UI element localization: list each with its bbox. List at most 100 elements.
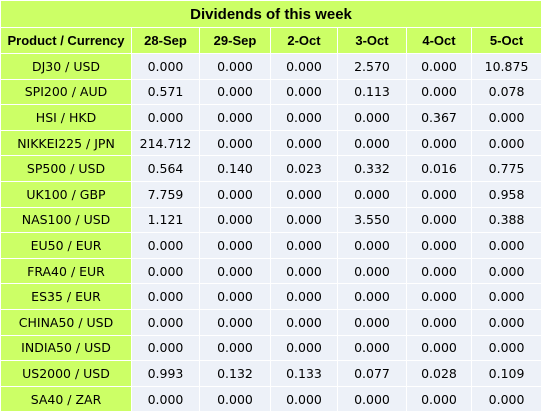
dividend-value-cell: 0.133	[270, 360, 338, 387]
product-cell: SPI200 / AUD	[0, 78, 132, 106]
table-title: Dividends of this week	[0, 0, 541, 28]
dividend-value-cell: 0.000	[270, 53, 338, 80]
dividend-value-cell: 0.000	[199, 104, 271, 131]
dividend-value-cell: 0.000	[199, 78, 271, 106]
header-row: Product / Currency 28-Sep 29-Sep 2-Oct 3…	[0, 27, 541, 54]
dividend-value-cell: 0.000	[270, 232, 338, 259]
dividend-value-cell: 0.775	[470, 155, 541, 182]
column-header-date: 4-Oct	[406, 27, 472, 54]
column-header-date: 2-Oct	[270, 27, 338, 54]
dividend-value-cell: 0.000	[337, 257, 407, 285]
dividend-value-cell: 2.570	[337, 53, 407, 80]
dividend-value-cell: 0.000	[270, 104, 338, 131]
dividend-value-cell: 0.000	[406, 180, 472, 208]
dividend-value-cell: 0.000	[199, 257, 271, 285]
column-header-product: Product / Currency	[0, 27, 132, 54]
product-cell: HSI / HKD	[0, 104, 132, 131]
dividend-value-cell: 0.000	[470, 104, 541, 131]
dividend-value-cell: 0.000	[406, 78, 472, 106]
table-row: SP500 / USD 0.564 0.140 0.023 0.332 0.016 0.77…	[0, 155, 541, 182]
dividend-value-cell: 0.000	[470, 308, 541, 336]
table-row: NIKKEI225 / JPN 214.712 0.000 0.000 0.000 0.0…	[0, 129, 541, 157]
dividend-value-cell: 0.000	[199, 385, 271, 413]
dividend-value-cell: 0.000	[270, 180, 338, 208]
dividend-value-cell: 0.000	[199, 232, 271, 259]
table-row: DJ30 / USD 0.000 0.000 0.000 2.570 0.000 10.87…	[0, 53, 541, 80]
dividend-value-cell: 0.000	[270, 78, 338, 106]
table-row: EU50 / EUR 0.000 0.000 0.000 0.000 0.000 0.000	[0, 232, 541, 259]
dividend-value-cell: 0.000	[337, 180, 407, 208]
dividend-value-cell: 0.000	[131, 334, 200, 362]
dividend-value-cell: 0.000	[406, 232, 472, 259]
dividend-value-cell: 0.000	[199, 53, 271, 80]
dividend-value-cell: 0.000	[337, 385, 407, 413]
dividend-value-cell: 0.000	[470, 334, 541, 362]
product-cell: CHINA50 / USD	[0, 308, 132, 336]
dividend-value-cell: 0.000	[131, 308, 200, 336]
dividend-value-cell: 10.875	[470, 53, 541, 80]
table-row: UK100 / GBP 7.759 0.000 0.000 0.000 0.000 0.95…	[0, 180, 541, 208]
product-cell: SA40 / ZAR	[0, 385, 132, 413]
dividend-value-cell: 0.993	[131, 360, 200, 387]
dividend-value-cell: 0.077	[337, 360, 407, 387]
product-cell: UK100 / GBP	[0, 180, 132, 208]
dividend-value-cell: 0.000	[270, 334, 338, 362]
dividend-value-cell: 0.388	[470, 206, 541, 234]
dividend-value-cell: 0.000	[406, 283, 472, 310]
table-body: DJ30 / USD 0.000 0.000 0.000 2.570 0.000 10.87…	[0, 53, 541, 413]
dividend-value-cell: 1.121	[131, 206, 200, 234]
dividend-value-cell: 0.000	[270, 129, 338, 157]
dividend-value-cell: 0.000	[199, 334, 271, 362]
table-row: US2000 / USD 0.993 0.132 0.133 0.077 0.028 0.1…	[0, 360, 541, 387]
dividend-value-cell: 0.000	[270, 308, 338, 336]
dividend-value-cell: 0.000	[199, 206, 271, 234]
dividend-value-cell: 0.958	[470, 180, 541, 208]
product-cell: US2000 / USD	[0, 360, 132, 387]
product-cell: NAS100 / USD	[0, 206, 132, 234]
table-row: SPI200 / AUD 0.571 0.000 0.000 0.113 0.000 0.0…	[0, 78, 541, 106]
dividend-value-cell: 0.000	[131, 257, 200, 285]
dividend-value-cell: 0.000	[199, 283, 271, 310]
dividend-value-cell: 0.000	[470, 385, 541, 413]
dividend-value-cell: 0.000	[406, 257, 472, 285]
dividend-value-cell: 0.000	[337, 232, 407, 259]
dividend-value-cell: 0.028	[406, 360, 472, 387]
dividend-value-cell: 0.000	[131, 283, 200, 310]
dividend-value-cell: 0.000	[406, 53, 472, 80]
dividend-value-cell: 0.000	[131, 385, 200, 413]
dividend-value-cell: 0.000	[337, 334, 407, 362]
dividend-value-cell: 0.132	[199, 360, 271, 387]
column-header-date: 3-Oct	[337, 27, 407, 54]
dividend-value-cell: 214.712	[131, 129, 200, 157]
product-cell: FRA40 / EUR	[0, 257, 132, 285]
dividend-value-cell: 0.109	[470, 360, 541, 387]
dividend-value-cell: 3.550	[337, 206, 407, 234]
dividend-value-cell: 0.000	[199, 308, 271, 336]
table-row: FRA40 / EUR 0.000 0.000 0.000 0.000 0.000 0.00…	[0, 257, 541, 285]
dividend-value-cell: 0.023	[270, 155, 338, 182]
column-header-date: 5-Oct	[470, 27, 541, 54]
dividend-value-cell: 0.564	[131, 155, 200, 182]
product-cell: INDIA50 / USD	[0, 334, 132, 362]
dividend-value-cell: 0.000	[470, 283, 541, 310]
dividend-value-cell: 0.000	[337, 308, 407, 336]
table-row: ES35 / EUR 0.000 0.000 0.000 0.000 0.000 0.000	[0, 283, 541, 310]
table-row: HSI / HKD 0.000 0.000 0.000 0.000 0.367 0.000	[0, 104, 541, 131]
dividend-value-cell: 0.000	[470, 129, 541, 157]
dividend-value-cell: 0.140	[199, 155, 271, 182]
dividend-value-cell: 0.000	[199, 129, 271, 157]
product-cell: ES35 / EUR	[0, 283, 132, 310]
table-row: SA40 / ZAR 0.000 0.000 0.000 0.000 0.000 0.000	[0, 385, 541, 413]
product-cell: SP500 / USD	[0, 155, 132, 182]
dividend-value-cell: 0.000	[406, 334, 472, 362]
dividend-value-cell: 0.332	[337, 155, 407, 182]
column-header-date: 29-Sep	[199, 27, 271, 54]
dividend-value-cell: 0.113	[337, 78, 407, 106]
dividend-value-cell: 7.759	[131, 180, 200, 208]
dividend-value-cell: 0.000	[337, 104, 407, 131]
dividend-value-cell: 0.000	[131, 232, 200, 259]
table-row: CHINA50 / USD 0.000 0.000 0.000 0.000 0.000 0.…	[0, 308, 541, 336]
dividend-value-cell: 0.000	[131, 104, 200, 131]
